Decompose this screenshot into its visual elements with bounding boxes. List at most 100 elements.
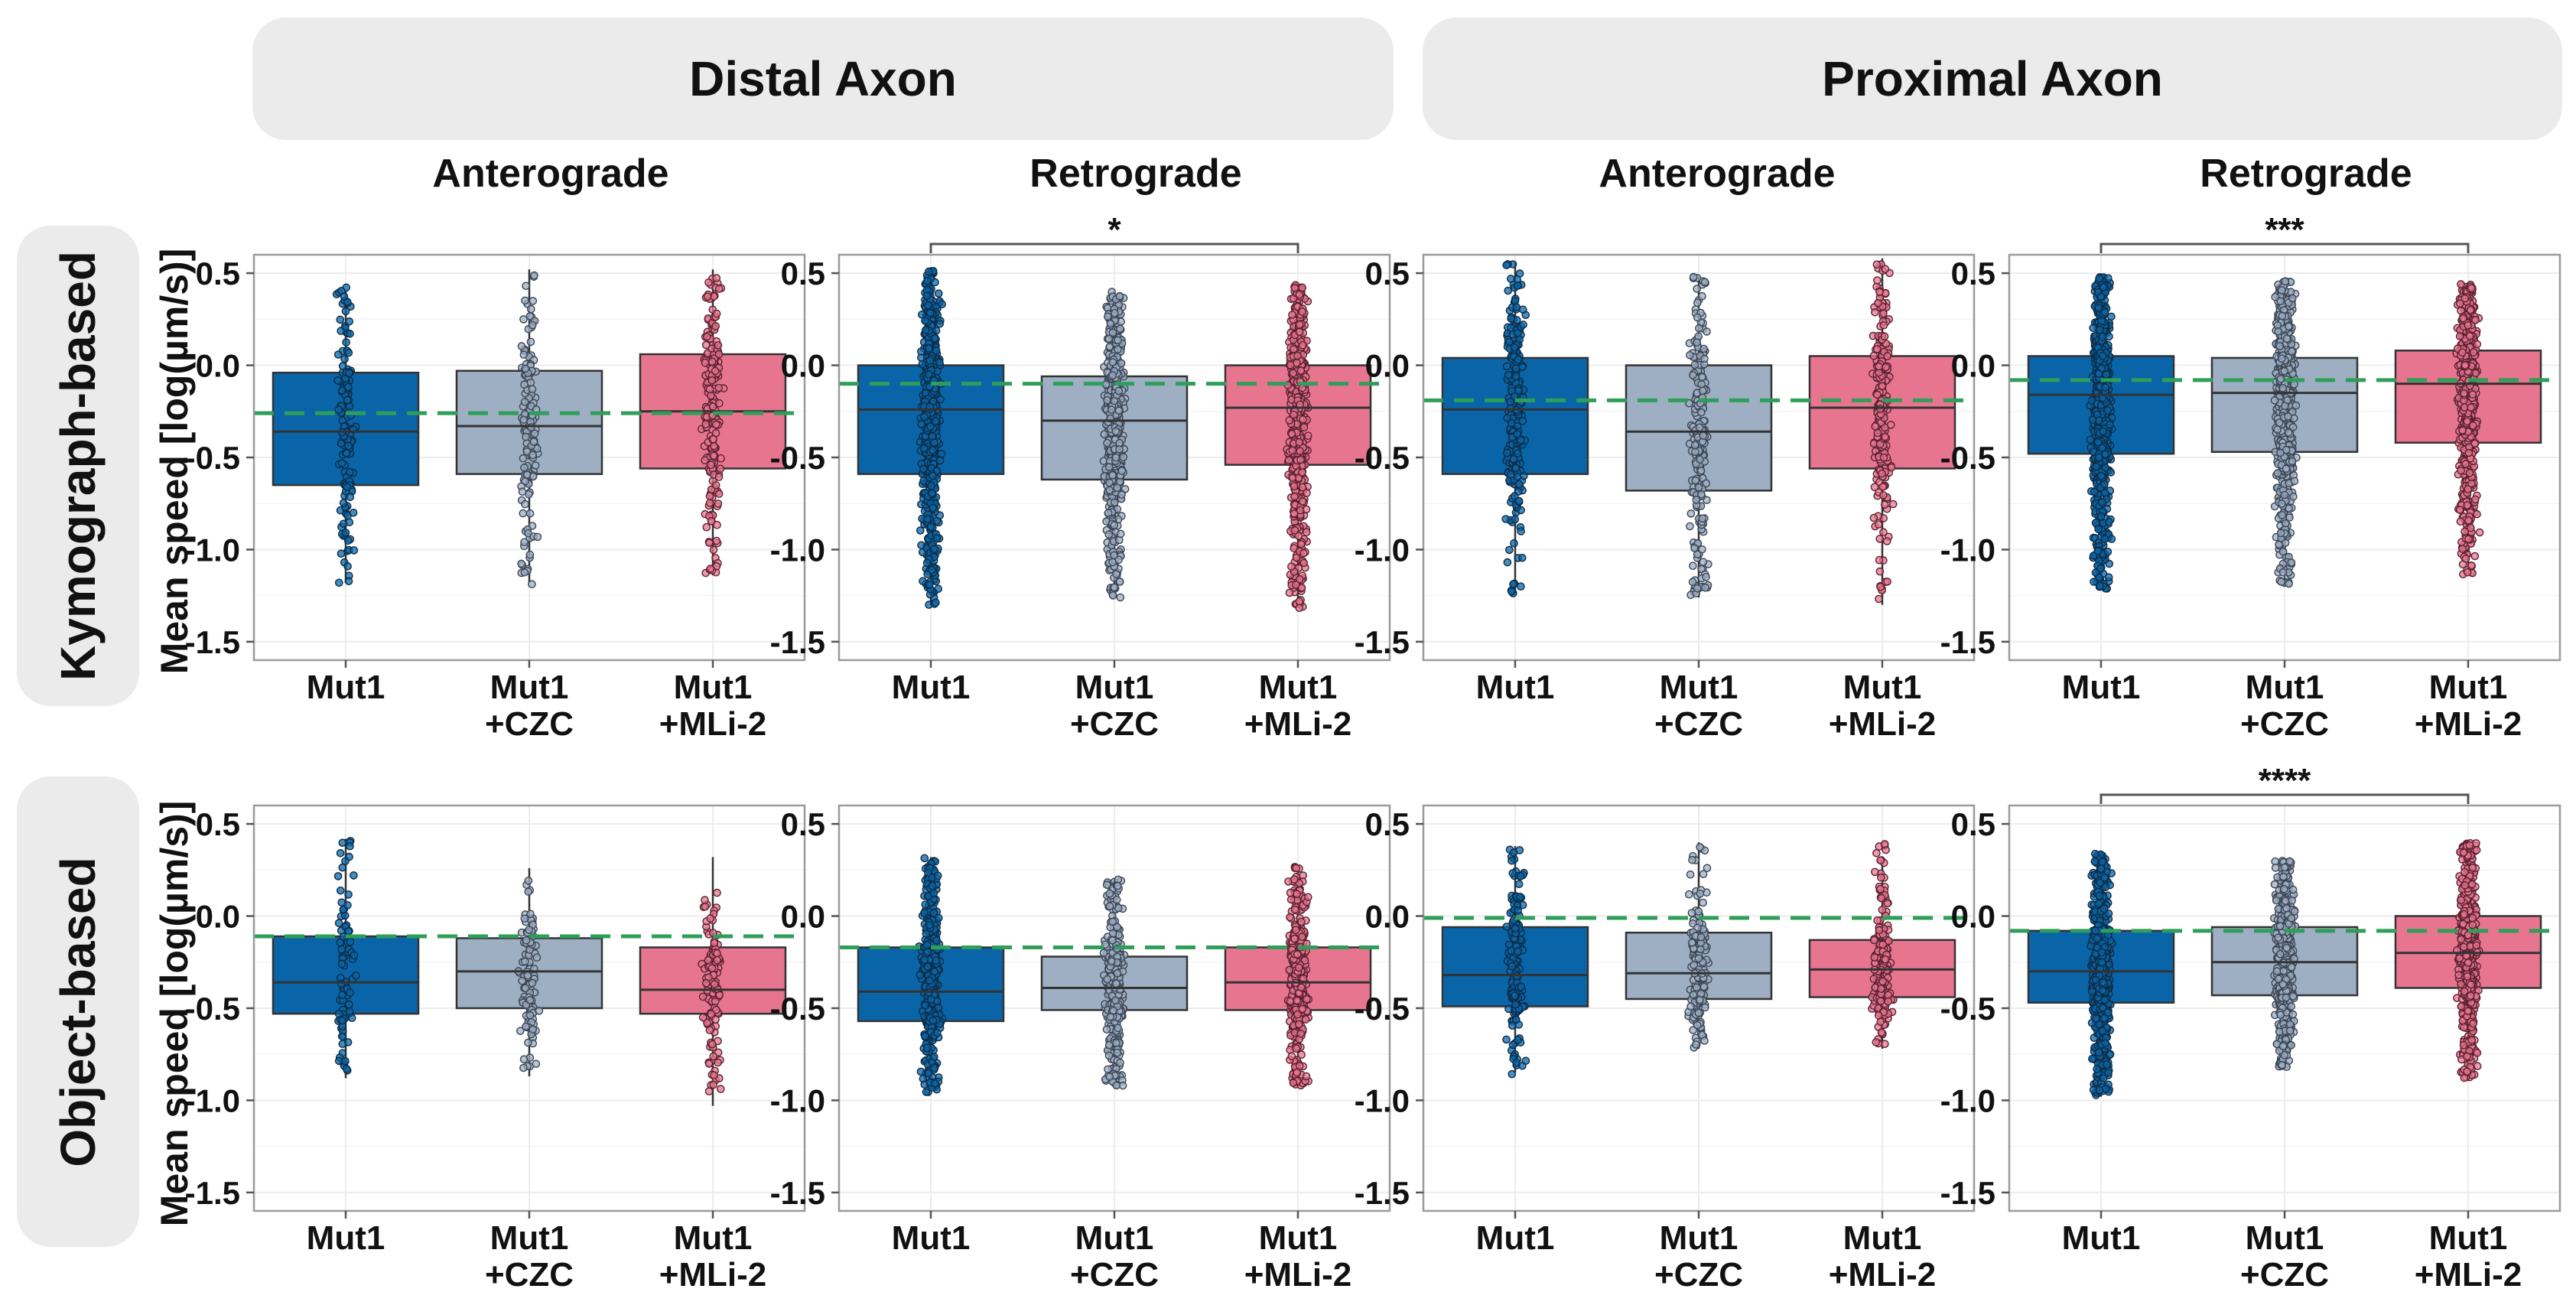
- data-point: [1100, 430, 1109, 439]
- data-point: [2470, 552, 2480, 561]
- data-point: [1503, 414, 1511, 422]
- data-point: [917, 420, 926, 428]
- data-point: [2105, 517, 2113, 526]
- y-tick-label: 0.5: [781, 255, 825, 291]
- data-point: [520, 464, 529, 472]
- data-point: [708, 402, 717, 411]
- data-point: [918, 310, 926, 319]
- data-point: [518, 487, 527, 496]
- data-point: [343, 483, 352, 492]
- data-point: [345, 317, 354, 326]
- data-point: [2281, 277, 2290, 286]
- data-point: [1873, 390, 1882, 399]
- data-point: [2285, 579, 2293, 588]
- data-point: [1514, 281, 1522, 290]
- data-point: [1689, 561, 1697, 571]
- data-point: [2095, 325, 2104, 334]
- data-point: [1506, 398, 1514, 406]
- data-point: [714, 350, 724, 359]
- data-point: [337, 459, 346, 467]
- data-point: [924, 301, 932, 310]
- data-point: [925, 356, 935, 365]
- x-tick-label: Mut1: [892, 669, 971, 706]
- data-point: [333, 376, 342, 385]
- data-point: [2290, 477, 2299, 486]
- data-point: [1691, 477, 1699, 485]
- data-point: [1105, 478, 1114, 487]
- data-point: [1296, 366, 1306, 375]
- data-point: [1883, 578, 1891, 586]
- data-point: [341, 307, 350, 316]
- data-point: [1111, 308, 1119, 317]
- data-point: [2103, 548, 2113, 556]
- data-point: [1510, 539, 1518, 548]
- data-point: [1104, 312, 1112, 321]
- data-point: [1690, 544, 1699, 552]
- data-point: [707, 516, 716, 526]
- data-point: [343, 395, 352, 405]
- data-point: [714, 383, 724, 392]
- data-point: [711, 366, 720, 376]
- data-point: [340, 354, 349, 363]
- data-point: [1117, 490, 1126, 499]
- points-2: [517, 271, 542, 589]
- data-point: [525, 312, 535, 321]
- data-point: [2105, 559, 2113, 568]
- data-point: [1875, 567, 1885, 576]
- data-point: [2096, 292, 2106, 301]
- data-point: [1295, 438, 1303, 447]
- data-point: [930, 334, 939, 343]
- data-point: [2281, 402, 2289, 411]
- data-point: [712, 309, 721, 318]
- data-point: [1696, 466, 1706, 475]
- data-point: [520, 380, 529, 389]
- data-point: [2270, 396, 2279, 405]
- data-point: [1303, 489, 1311, 497]
- data-point: [2288, 294, 2297, 303]
- data-point: [1284, 456, 1293, 464]
- data-point: [715, 399, 724, 408]
- data-point: [1512, 303, 1521, 311]
- data-point: [2093, 547, 2103, 555]
- data-point: [1693, 584, 1702, 593]
- data-point: [1289, 369, 1297, 378]
- data-point: [2276, 529, 2285, 538]
- data-point: [1878, 469, 1886, 478]
- y-tick-label: 0.0: [781, 348, 825, 384]
- data-point: [346, 493, 355, 502]
- data-point: [1287, 562, 1296, 571]
- strip-distal-axon: Distal Axon: [252, 18, 1394, 140]
- data-point: [1699, 431, 1707, 440]
- data-point: [1509, 580, 1517, 589]
- data-point: [1514, 355, 1523, 364]
- data-point: [701, 420, 711, 428]
- data-point: [1502, 261, 1511, 269]
- data-point: [2106, 468, 2116, 477]
- data-point: [517, 559, 525, 568]
- data-point: [1882, 363, 1890, 372]
- data-point: [2096, 581, 2104, 591]
- data-point: [2106, 420, 2114, 429]
- data-point: [1110, 521, 1119, 529]
- data-point: [701, 456, 710, 465]
- data-point: [1518, 416, 1527, 425]
- data-point: [343, 536, 353, 545]
- data-point: [1108, 371, 1117, 380]
- data-point: [922, 326, 930, 334]
- data-point: [1298, 468, 1306, 477]
- data-point: [2094, 453, 2103, 462]
- data-point: [1870, 483, 1879, 492]
- data-point: [1881, 265, 1890, 274]
- data-point: [1108, 558, 1117, 567]
- data-point: [713, 520, 721, 529]
- data-point: [1298, 283, 1306, 292]
- data-point: [1879, 453, 1888, 462]
- data-point: [2100, 480, 2109, 489]
- data-point: [925, 267, 933, 276]
- data-point: [926, 522, 935, 532]
- data-point: [1689, 371, 1697, 379]
- data-point: [1503, 448, 1511, 457]
- data-point: [531, 461, 540, 470]
